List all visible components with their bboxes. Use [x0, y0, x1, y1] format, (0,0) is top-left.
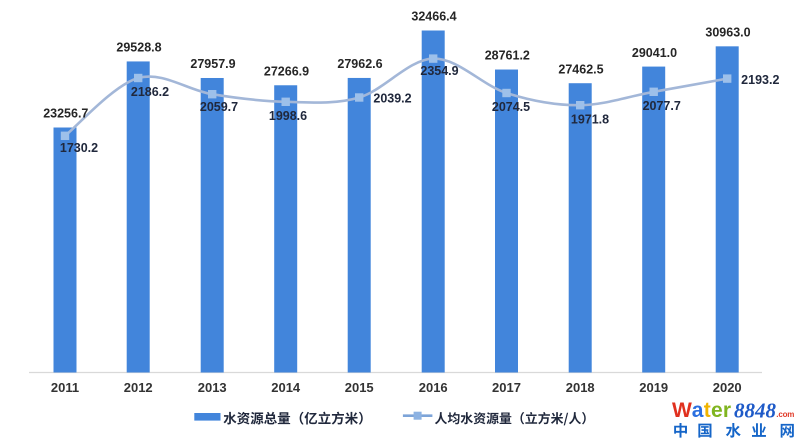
svg-text:2193.2: 2193.2 [741, 73, 779, 87]
svg-text:27962.6: 27962.6 [337, 57, 382, 71]
svg-text:27266.9: 27266.9 [264, 65, 309, 79]
svg-text:29528.8: 29528.8 [116, 41, 161, 55]
svg-text:2019: 2019 [639, 380, 668, 395]
svg-text:2014: 2014 [271, 380, 301, 395]
svg-text:r: r [723, 399, 731, 422]
svg-text:2012: 2012 [124, 380, 153, 395]
svg-text:29041.0: 29041.0 [632, 46, 677, 60]
svg-text:2011: 2011 [51, 380, 79, 395]
svg-text:t: t [704, 399, 711, 422]
svg-text:30963.0: 30963.0 [705, 26, 750, 40]
svg-text:2016: 2016 [419, 380, 448, 395]
svg-text:2039.2: 2039.2 [373, 91, 411, 105]
svg-text:1971.8: 1971.8 [571, 112, 609, 126]
svg-text:8848: 8848 [734, 398, 777, 422]
svg-text:2077.7: 2077.7 [643, 99, 681, 113]
svg-text:2074.5: 2074.5 [492, 100, 530, 114]
svg-text:a: a [692, 399, 704, 422]
svg-text:2013: 2013 [198, 380, 227, 395]
svg-text:32466.4: 32466.4 [411, 10, 456, 24]
svg-text:2186.2: 2186.2 [131, 85, 169, 99]
svg-text:W: W [672, 399, 692, 422]
svg-text:.com: .com [776, 410, 794, 419]
svg-text:2020: 2020 [713, 380, 742, 395]
svg-text:1998.6: 1998.6 [269, 109, 307, 123]
svg-text:2015: 2015 [345, 380, 374, 395]
svg-text:e: e [711, 399, 723, 422]
svg-text:2059.7: 2059.7 [200, 100, 238, 114]
svg-text:2018: 2018 [566, 380, 595, 395]
svg-text:2017: 2017 [492, 380, 521, 395]
svg-text:1730.2: 1730.2 [60, 141, 98, 155]
svg-text:28761.2: 28761.2 [485, 49, 530, 63]
svg-text:2354.9: 2354.9 [420, 64, 458, 78]
svg-text:27957.9: 27957.9 [190, 57, 235, 71]
svg-text:27462.5: 27462.5 [558, 62, 603, 76]
svg-text:23256.7: 23256.7 [43, 107, 88, 121]
